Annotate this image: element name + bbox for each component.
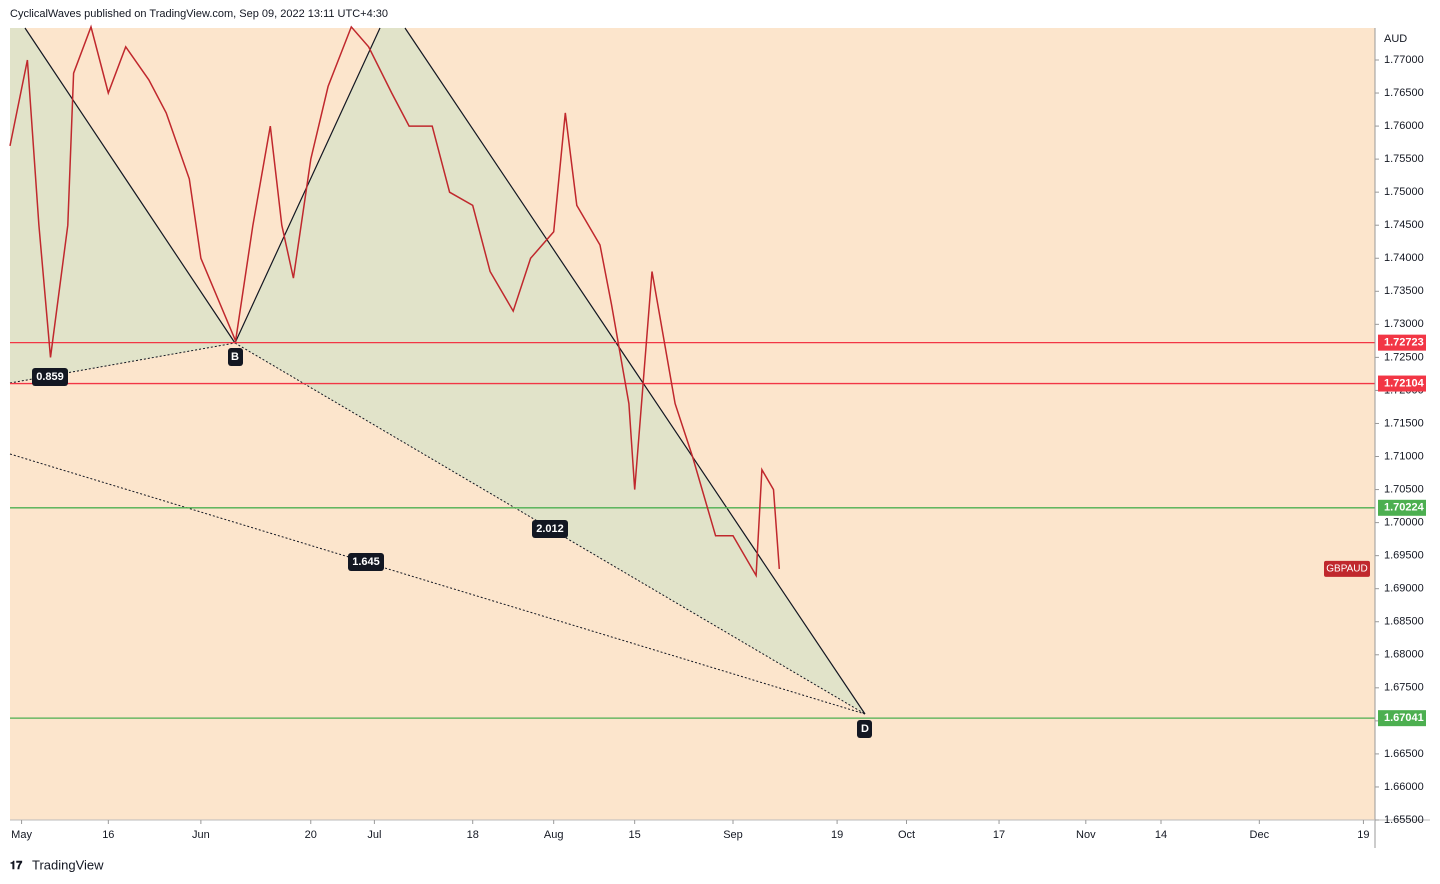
y-tick-label: 1.68000 [1384,649,1424,661]
data-layer [9,24,1375,719]
level-label: 1.72104 [1384,377,1425,389]
y-tick-label: 1.75000 [1384,186,1424,198]
level-tag [1378,334,1426,351]
x-tick-label: Jun [192,829,210,841]
pattern-fill [235,28,865,714]
label-box [532,520,568,538]
y-tick-label: 1.70500 [1384,483,1424,495]
x-tick-label: 19 [831,829,843,841]
y-tick-label: 1.68500 [1384,616,1424,628]
y-tick-label: 1.66500 [1384,748,1424,760]
x-tick-label: May [11,829,32,841]
level-tag [1378,375,1426,392]
x-tick-label: 15 [629,829,641,841]
y-tick-label: 1.76000 [1384,120,1424,132]
level-label: 1.70224 [1384,502,1425,514]
pattern-leg [24,27,236,344]
ratio-label: 0.859 [36,371,64,383]
label-box [857,720,872,738]
level-label: 1.67041 [1384,712,1424,724]
y-tick-label: 1.71500 [1384,417,1424,429]
label-box [228,348,243,366]
footer: TradingView [32,857,104,872]
y-tick-label: 1.75500 [1384,153,1424,165]
x-tick-label: Dec [1250,829,1270,841]
y-tick-label: 1.71000 [1384,450,1424,462]
ratio-label: 1.645 [352,556,380,568]
plot-area [10,28,1375,820]
point-label: D [861,723,869,735]
pattern [9,27,866,715]
y-tick-label: 1.73500 [1384,285,1424,297]
x-tick-label: Sep [723,829,743,841]
level-tag [1378,710,1426,727]
y-tick-label: 1.73000 [1384,318,1424,330]
y-tick-label: 1.69000 [1384,583,1424,595]
x-tick-label: 16 [102,829,114,841]
y-tick-label: 1.76500 [1384,87,1424,99]
y-tick-label: 1.77000 [1384,54,1424,66]
y-tick-label: 1.72500 [1384,351,1424,363]
y-tick-label: 1.65500 [1384,814,1424,826]
logo: 𝟏𝟕 [10,860,23,872]
ratio-line [9,453,866,715]
currency: AUD [1384,33,1407,45]
y-tick-label: 1.69500 [1384,550,1424,562]
x-tick-label: Jul [367,829,381,841]
x-tick-label: Aug [544,829,564,841]
x-tick-label: Oct [898,829,915,841]
y-tick-label: 1.70000 [1384,517,1424,529]
header: CyclicalWaves published on TradingView.c… [10,8,388,20]
x-tick-label: 20 [305,829,317,841]
ratio-label: 2.012 [536,523,564,535]
label-box [348,553,384,571]
x-tick-label: 14 [1155,829,1167,841]
x-tick-label: Nov [1076,829,1096,841]
label-box [32,368,68,386]
x-tick-label: 17 [993,829,1005,841]
level-label: 1.72723 [1384,337,1424,349]
price-line [9,24,781,579]
y-tick-label: 1.74000 [1384,252,1424,264]
symbol-label: GBPAUD [1326,564,1368,575]
level-tag [1378,499,1426,516]
symbol-tag [1324,560,1370,577]
y-tick-label: 1.66000 [1384,781,1424,793]
pattern-fill [10,28,235,383]
y-tick-label: 1.67500 [1384,682,1424,694]
x-tick-label: 19 [1357,829,1369,841]
y-tick-label: 1.74500 [1384,219,1424,231]
pattern-labels: 0.859 B 2.012 1.645 D [32,348,872,738]
x-tick-label: 18 [467,829,479,841]
point-label: B [231,351,239,363]
pattern-leg [404,27,866,715]
